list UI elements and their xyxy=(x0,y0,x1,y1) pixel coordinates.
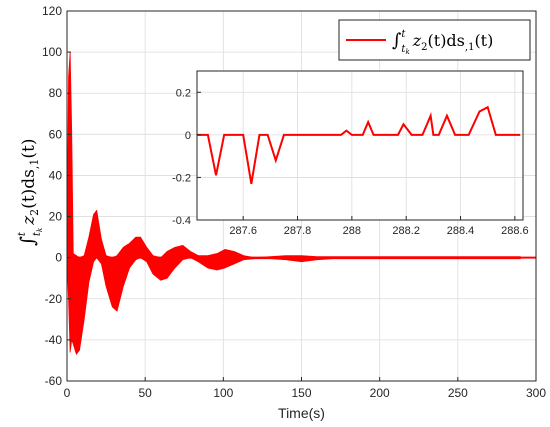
y-label-body: z xyxy=(19,215,39,226)
y-label-lower-sub: k xyxy=(36,228,44,232)
x-tick-label: 300 xyxy=(526,386,546,400)
y-tick-label: 120 xyxy=(42,4,62,18)
y-label-lower: t xyxy=(32,231,43,236)
y-tick-label: 20 xyxy=(49,210,63,224)
x-tick-label: 287.8 xyxy=(284,225,312,237)
legend-lower-sub: k xyxy=(405,48,409,56)
y-label-upper: t xyxy=(17,231,28,236)
legend-rest: (t)ds xyxy=(428,31,465,50)
inset-series-line xyxy=(197,105,521,184)
main-x-ticks: 0 50 100 150 200 250 300 xyxy=(64,377,546,400)
inset-y-ticks: -0.4 -0.2 0 0.2 xyxy=(172,87,201,227)
x-tick-label: 100 xyxy=(213,386,233,400)
legend-upper: t xyxy=(401,29,406,40)
x-tick-label: 150 xyxy=(291,386,311,400)
x-tick-label: 288.2 xyxy=(392,225,420,237)
x-axis-label: Time(s) xyxy=(278,405,325,421)
y-tick-label: -60 xyxy=(45,374,63,388)
y-tick-label: 80 xyxy=(49,86,63,100)
x-tick-label: 50 xyxy=(138,386,152,400)
legend-lower: t xyxy=(401,44,406,55)
y-tick-label: 0 xyxy=(185,130,191,142)
inset-series xyxy=(197,105,521,184)
inset-x-ticks: 287.6 287.8 288 288.2 288.4 288.6 xyxy=(229,216,529,237)
x-tick-label: 250 xyxy=(448,386,468,400)
y-tick-label: 60 xyxy=(49,127,63,141)
x-tick-label: 288.4 xyxy=(447,225,475,237)
y-label-body-sub: 2 xyxy=(28,209,41,216)
main-series xyxy=(66,51,536,355)
x-tick-label: 287.6 xyxy=(229,225,257,237)
y-tick-label: -0.4 xyxy=(172,215,191,227)
y-tick-label: -20 xyxy=(45,292,63,306)
x-tick-label: 288 xyxy=(343,225,361,237)
y-label-tail: (t) xyxy=(19,139,39,159)
y-label-rest: (t)ds xyxy=(19,169,39,209)
legend-body-sub: 2 xyxy=(421,42,427,53)
legend-rest-sub: ,1 xyxy=(465,42,475,53)
legend-body: z xyxy=(412,31,422,50)
y-tick-label: -0.2 xyxy=(172,172,191,184)
y-label-integral: ∫ xyxy=(17,236,39,246)
main-y-ticks: -60 -40 -20 0 20 40 60 80 100 120 xyxy=(42,4,71,388)
y-axis-label: ∫t tkz2(t)ds,1(t) xyxy=(17,139,44,247)
legend-integral: ∫ xyxy=(392,30,402,51)
inset-plot-frame xyxy=(196,70,524,221)
x-tick-label: 288.6 xyxy=(501,225,529,237)
y-tick-label: -40 xyxy=(45,333,63,347)
inset-background xyxy=(197,71,523,220)
x-tick-label: 0 xyxy=(64,386,71,400)
legend: ∫t tkz2(t)ds,1(t) xyxy=(338,19,531,61)
y-tick-label: 100 xyxy=(42,45,62,59)
x-tick-label: 200 xyxy=(370,386,390,400)
y-tick-label: 0 xyxy=(55,251,62,265)
y-tick-label: 0.2 xyxy=(176,87,191,99)
y-tick-label: 40 xyxy=(49,168,63,182)
legend-tail: (t) xyxy=(474,31,493,50)
legend-label: ∫t tkz2(t)ds,1(t) xyxy=(392,29,493,56)
y-label-rest-sub: ,1 xyxy=(28,159,41,170)
